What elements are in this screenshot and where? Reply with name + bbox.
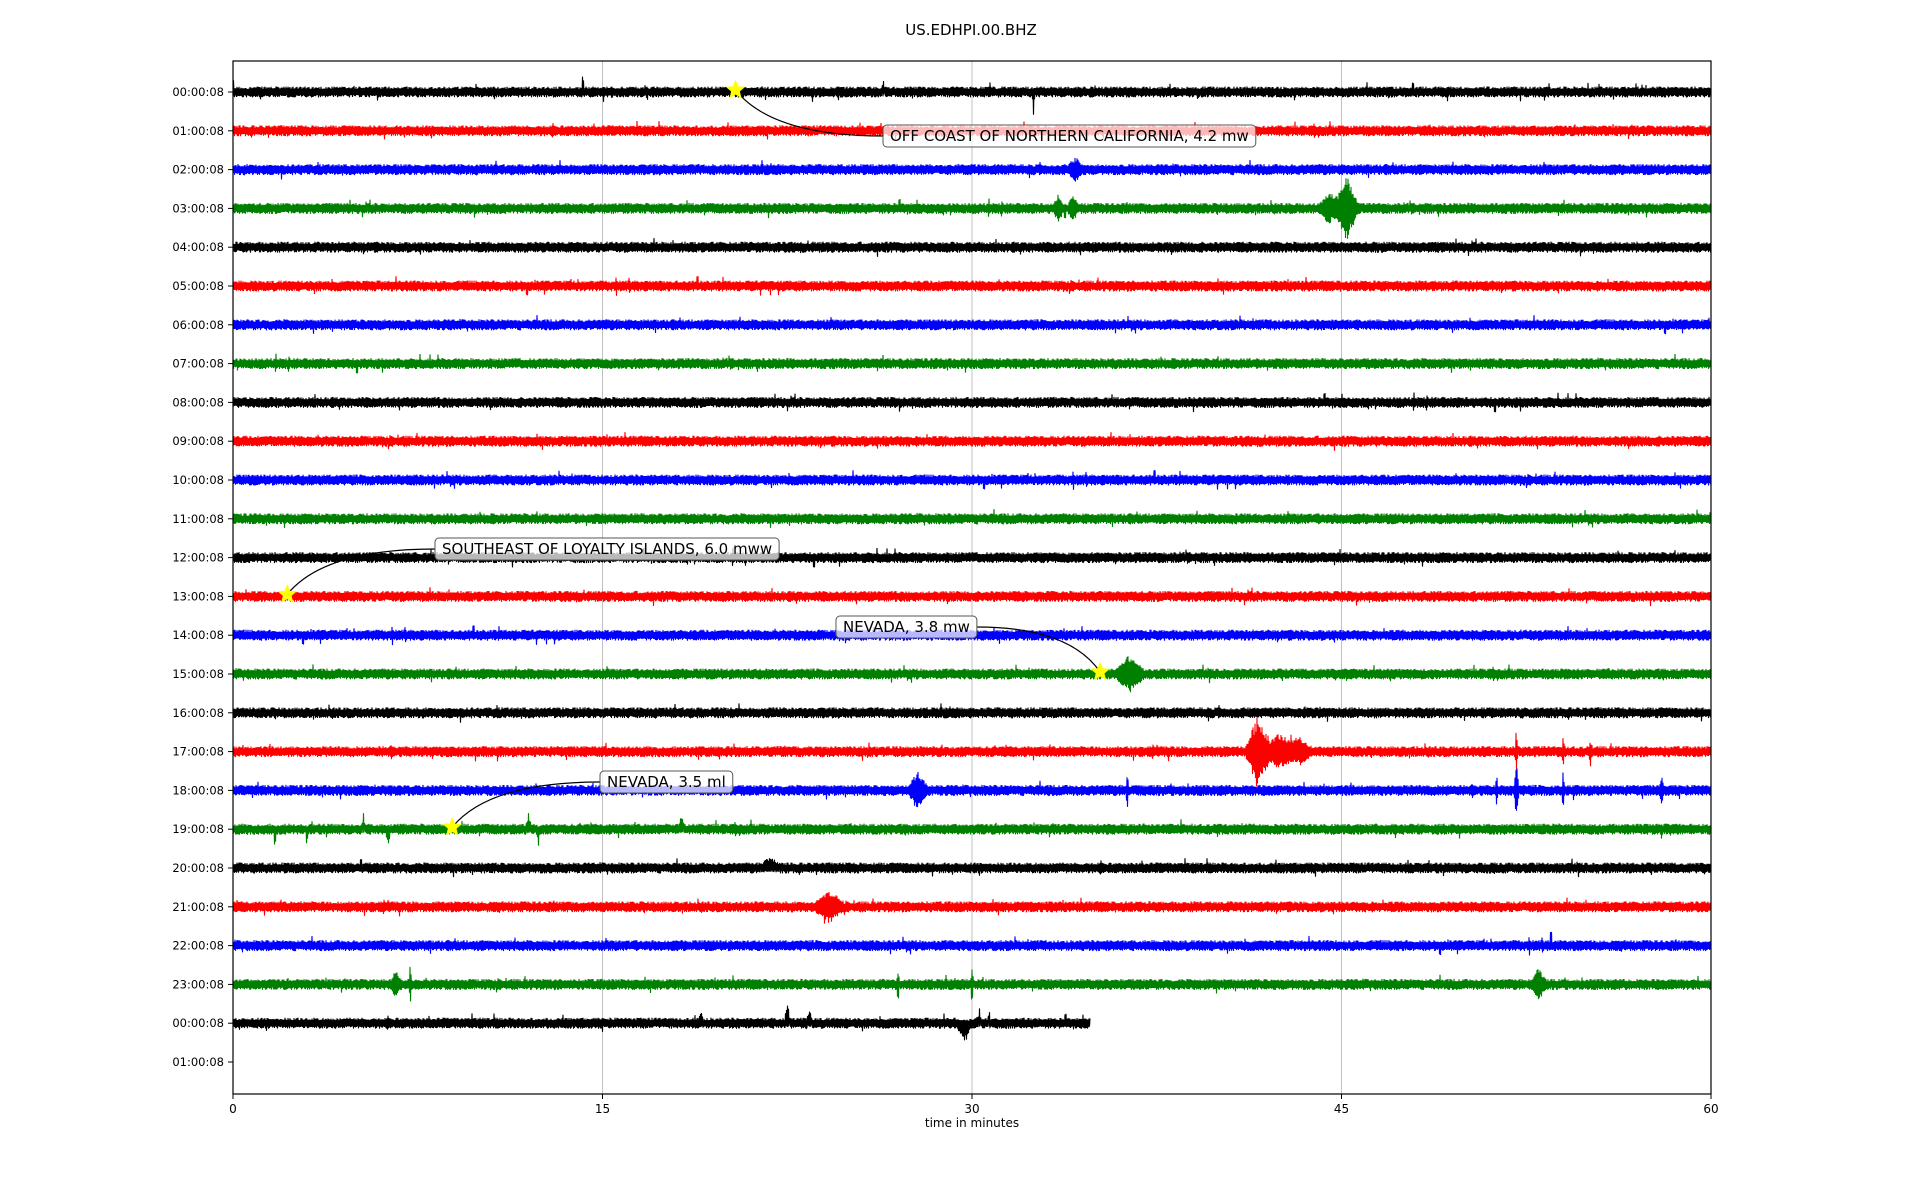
y-tick-label: 07:00:08 bbox=[172, 357, 224, 371]
y-tick-label: 00:00:08 bbox=[172, 1016, 224, 1030]
annotations: OFF COAST OF NORTHERN CALIFORNIA, 4.2 mw… bbox=[277, 79, 1257, 836]
seismogram-trace bbox=[232, 238, 1712, 257]
x-tick-label: 30 bbox=[964, 1102, 979, 1116]
event-annotation: NEVADA, 3.5 ml bbox=[599, 770, 734, 794]
y-tick-label: 11:00:08 bbox=[172, 512, 224, 526]
y-tick-label: 10:00:08 bbox=[172, 473, 224, 487]
event-label: NEVADA, 3.8 mw bbox=[843, 618, 970, 636]
y-tick-label: 17:00:08 bbox=[172, 745, 224, 759]
y-tick-label: 12:00:08 bbox=[172, 551, 224, 565]
event-connector bbox=[976, 626, 1101, 673]
event-annotation: NEVADA, 3.8 mw bbox=[835, 615, 978, 639]
grid-lines bbox=[602, 61, 1342, 1094]
y-tick-label: 03:00:08 bbox=[172, 201, 224, 215]
seismogram-trace bbox=[232, 353, 1712, 374]
y-tick-label: 02:00:08 bbox=[172, 163, 224, 177]
seismogram-trace bbox=[232, 1005, 1091, 1041]
event-connector bbox=[735, 89, 884, 137]
seismogram-trace bbox=[232, 858, 1712, 878]
seismogram-trace bbox=[232, 703, 1712, 723]
event-label: NEVADA, 3.5 ml bbox=[607, 773, 726, 791]
event-label-box bbox=[599, 770, 734, 794]
event-connector bbox=[286, 548, 436, 595]
event-label: SOUTHEAST OF LOYALTY ISLANDS, 6.0 mww bbox=[442, 540, 772, 558]
event-label-box bbox=[434, 537, 780, 561]
x-tick-label: 60 bbox=[1703, 1102, 1718, 1116]
y-tick-label: 21:00:08 bbox=[172, 900, 224, 914]
x-axis: 0 15 30 45 60 bbox=[229, 1094, 1719, 1116]
y-tick-label: 16:00:08 bbox=[172, 706, 224, 720]
event-star-icon bbox=[725, 79, 746, 99]
y-tick-label: 13:00:08 bbox=[172, 589, 224, 603]
seismogram-trace bbox=[232, 717, 1712, 787]
event-star-icon bbox=[442, 816, 463, 836]
chart-title: US.EDHPI.00.BHZ bbox=[905, 21, 1037, 39]
seismogram-trace bbox=[232, 76, 1712, 115]
seismogram-trace bbox=[232, 315, 1712, 335]
seismogram-trace bbox=[232, 813, 1712, 846]
seismogram-trace bbox=[232, 157, 1712, 182]
x-tick-label: 0 bbox=[229, 1102, 237, 1116]
y-tick-label: 14:00:08 bbox=[172, 628, 224, 642]
y-tick-label: 05:00:08 bbox=[172, 279, 224, 293]
seismogram-trace bbox=[232, 276, 1712, 296]
y-tick-label: 04:00:08 bbox=[172, 240, 224, 254]
x-tick-label: 15 bbox=[595, 1102, 610, 1116]
seismogram-trace bbox=[232, 178, 1712, 239]
y-axis: 00:00:08 01:00:08 02:00:08 03:00:08 04:00:08… bbox=[172, 85, 233, 1069]
y-tick-label: 01:00:08 bbox=[172, 1055, 224, 1069]
y-tick-label: 00:00:08 bbox=[172, 85, 224, 99]
seismogram-trace bbox=[232, 587, 1712, 607]
seismogram-trace bbox=[232, 966, 1712, 1002]
y-tick-label: 20:00:08 bbox=[172, 861, 224, 875]
seismogram-trace bbox=[232, 509, 1712, 528]
y-tick-label: 01:00:08 bbox=[172, 124, 224, 138]
event-annotation: SOUTHEAST OF LOYALTY ISLANDS, 6.0 mww bbox=[434, 537, 780, 561]
y-tick-label: 23:00:08 bbox=[172, 977, 224, 991]
event-star-icon bbox=[277, 584, 298, 603]
seismogram-trace bbox=[232, 931, 1712, 956]
event-connector bbox=[451, 781, 601, 828]
y-tick-label: 22:00:08 bbox=[172, 939, 224, 953]
seismogram-trace bbox=[232, 432, 1712, 451]
event-label: OFF COAST OF NORTHERN CALIFORNIA, 4.2 mw bbox=[890, 127, 1249, 145]
seismogram-trace bbox=[232, 656, 1712, 693]
y-tick-label: 08:00:08 bbox=[172, 395, 224, 409]
y-tick-label: 15:00:08 bbox=[172, 667, 224, 681]
event-annotation: OFF COAST OF NORTHERN CALIFORNIA, 4.2 mw bbox=[882, 124, 1257, 148]
y-tick-label: 09:00:08 bbox=[172, 434, 224, 448]
seismogram-trace bbox=[232, 891, 1712, 924]
event-label-box bbox=[835, 615, 978, 639]
y-tick-label: 18:00:08 bbox=[172, 783, 224, 797]
seismogram-trace bbox=[232, 392, 1712, 413]
y-tick-label: 06:00:08 bbox=[172, 318, 224, 332]
x-axis-label: time in minutes bbox=[925, 1116, 1019, 1130]
x-tick-label: 45 bbox=[1334, 1102, 1349, 1116]
event-star-icon bbox=[1090, 661, 1110, 681]
seismogram-trace bbox=[232, 768, 1712, 811]
y-tick-label: 19:00:08 bbox=[172, 822, 224, 836]
seismogram-trace bbox=[232, 470, 1712, 490]
event-label-box bbox=[882, 124, 1257, 148]
